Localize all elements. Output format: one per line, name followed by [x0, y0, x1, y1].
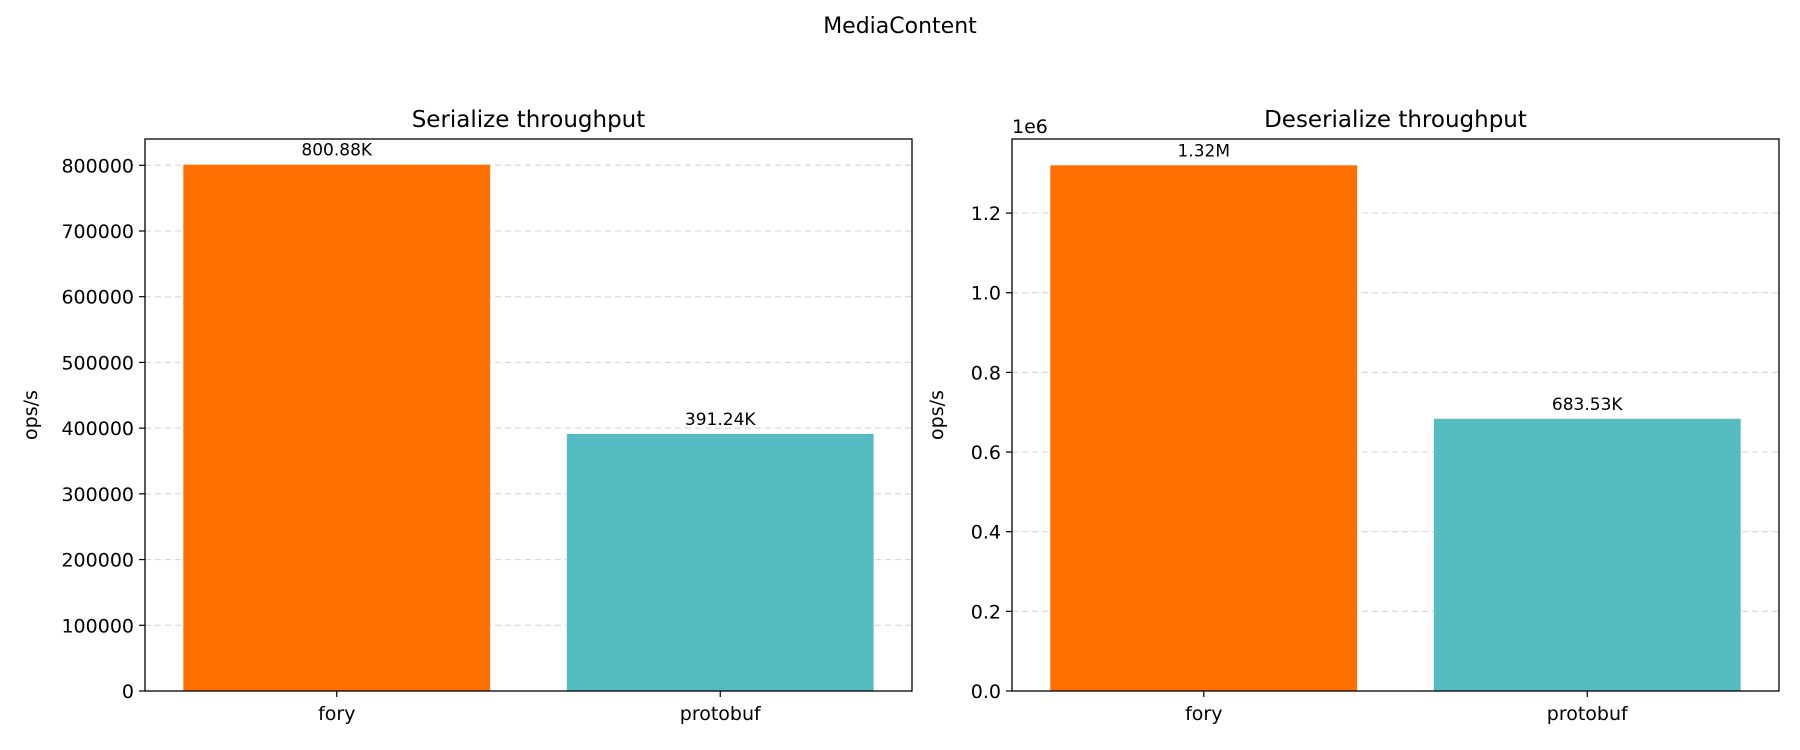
y-tick-label: 400000	[61, 418, 134, 440]
x-tick-label: protobuf	[680, 703, 762, 725]
chart-title: Serialize throughput	[412, 107, 646, 133]
y-tick-label: 0.8	[971, 362, 1001, 384]
axes-frame	[144, 138, 913, 692]
bar-value-label: 1.32M	[1177, 141, 1230, 161]
bar-value-label: 391.24K	[685, 410, 756, 430]
y-tick-label: 200000	[61, 550, 134, 572]
y-tick-label: 0	[122, 681, 134, 703]
bar-protobuf	[566, 433, 874, 691]
y-tick-label: 800000	[61, 155, 134, 177]
y-tick-label: 0.6	[971, 442, 1001, 464]
y-tick-label: 500000	[61, 352, 134, 374]
bar-protobuf	[1433, 418, 1741, 691]
chart-title: Deserialize throughput	[1264, 107, 1527, 133]
y-tick-label: 700000	[61, 221, 134, 243]
y-tick-label: 1.2	[971, 203, 1001, 225]
axes-frame	[1011, 138, 1780, 692]
x-tick-label: fory	[1185, 703, 1222, 725]
chart-panel-2: 1.32M fory 683.53K protobuf 0.0 0.2 0.4 0.6 0.8 1…	[926, 107, 1780, 725]
x-tick-label: fory	[318, 703, 355, 725]
y-tick-label: 0.4	[971, 522, 1001, 544]
y-tick-label: 0.2	[971, 601, 1001, 623]
y-tick-label: 100000	[61, 615, 134, 637]
bar-value-label: 683.53K	[1552, 395, 1623, 415]
bar-fory	[183, 164, 491, 692]
bar-value-label: 800.88K	[301, 141, 372, 161]
y-tick-label: 1.0	[971, 283, 1001, 305]
y-axis-label: ops/s	[926, 390, 948, 440]
y-offset-label: 1e6	[1012, 116, 1048, 138]
x-tick-label: protobuf	[1547, 703, 1629, 725]
y-tick-label: 0.0	[971, 681, 1001, 703]
bar-fory	[1050, 165, 1358, 692]
y-tick-label: 600000	[61, 287, 134, 309]
y-axis-label: ops/s	[20, 390, 42, 440]
y-tick-label: 300000	[61, 484, 134, 506]
figure-suptitle: MediaContent	[823, 14, 977, 39]
chart-panel-1: 800.88K fory 391.24K protobuf 0 100000 200000 3…	[20, 107, 913, 725]
